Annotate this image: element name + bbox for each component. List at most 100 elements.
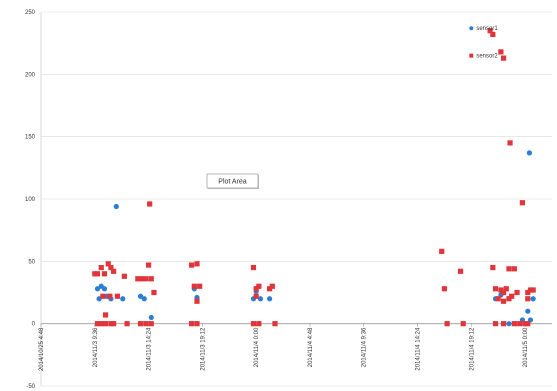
point-sensor2 [94,321,101,327]
point-sensor2 [197,283,203,289]
point-sensor2 [194,261,200,267]
point-sensor1 [113,203,119,210]
point-sensor2 [500,298,507,304]
x-tick-label: 2014/11/4 0:00 [254,327,260,367]
point-sensor2 [189,262,195,268]
x-tick-label: 2014/11/3 19:12 [200,327,206,371]
x-tick-label: 2014/11/4 19:12 [469,327,475,371]
point-sensor2 [517,321,523,327]
point-sensor2 [490,31,496,38]
point-sensor2 [102,321,109,327]
y-axis-tick-labels: -50 0 50 100 150 200 250 [25,10,36,390]
point-sensor2 [267,286,273,292]
point-sensor2 [519,200,526,206]
point-sensor2 [256,283,262,289]
point-sensor1 [94,286,101,292]
grid-lines [41,11,552,387]
point-sensor2 [514,289,520,296]
point-sensor2 [107,293,113,299]
point-sensor2 [506,296,512,302]
point-sensor2 [525,321,531,327]
point-sensor1 [148,314,154,321]
point-sensor2 [444,321,450,327]
point-sensor2 [108,264,114,271]
point-sensor2 [111,321,117,327]
point-sensor2 [92,271,98,277]
point-sensor2 [256,321,262,327]
point-sensor2 [147,201,153,207]
point-sensor2 [139,276,145,282]
point-sensor2 [511,266,517,272]
point-sensor2 [530,287,536,293]
point-sensor2 [460,321,466,327]
point-sensor2 [148,321,154,327]
point-sensor2 [439,248,445,254]
tooltip-box [206,173,259,189]
point-sensor1 [526,150,533,156]
point-sensor2 [135,276,141,282]
x-tick-label: 2014/11/4 9:36 [362,327,368,367]
y-tick-label: 0 [32,322,36,328]
point-sensor2 [194,321,200,327]
y-tick-label: 200 [25,72,36,78]
point-sensor2 [114,293,120,299]
point-sensor2 [148,276,154,282]
point-sensor2 [250,321,257,327]
point-sensor2 [495,296,501,302]
point-sensor2 [500,55,507,61]
point-sensor2 [503,286,509,292]
point-sensor2 [507,140,513,146]
point-sensor2 [101,271,108,277]
point-sensor2 [500,321,507,327]
y-tick-label: 100 [25,197,36,203]
point-sensor2 [269,283,275,289]
point-sensor2 [506,266,512,272]
point-sensor2 [108,321,114,327]
point-sensor2 [143,321,149,327]
point-sensor2 [253,293,259,299]
point-sensor2 [500,289,507,296]
point-sensor2 [151,289,157,296]
x-tick-label: 2014/11/3 9:36 [93,327,99,367]
point-sensor2 [98,264,104,271]
point-sensor1 [141,296,147,302]
plot-area-tooltip: Plot Area [206,173,259,189]
point-sensor2 [492,321,499,327]
legend: sensor1 sensor2 [469,26,498,60]
point-sensor2 [105,261,111,267]
x-tick-label: 2014/11/5 0:00 [523,327,529,367]
point-sensor1 [530,296,536,302]
point-sensor2 [191,283,197,289]
point-sensor2 [194,298,200,304]
point-sensor1 [506,321,512,327]
x-tick-label: 2014/11/4 4:48 [308,327,314,367]
point-sensor2 [102,312,109,318]
point-sensor1 [120,296,126,302]
point-sensor1 [101,286,108,292]
point-sensor2 [498,49,504,55]
y-tick-label: 150 [25,135,36,141]
point-sensor2 [121,273,127,279]
point-sensor2 [487,28,493,34]
point-sensor2 [511,321,517,327]
point-sensor2 [498,287,504,293]
point-sensor2 [457,268,464,274]
x-tick-label: 2014/10/25 4:48 [39,327,45,371]
point-sensor2 [525,289,531,296]
point-sensor2 [527,287,534,293]
point-sensor1 [137,293,144,299]
point-sensor2 [98,321,104,327]
point-sensor2 [250,264,257,271]
x-tick-label: 2014/11/4 14:24 [416,327,422,371]
point-sensor2 [525,296,531,302]
point-sensor2 [100,293,106,299]
x-tick-label: 2014/11/3 14:24 [147,327,153,371]
point-sensor2 [143,276,149,282]
x-axis-tick-labels: 2014/10/25 4:48 2014/11/3 9:36 2014/11/3 1… [39,327,529,371]
legend-marker-sensor1 [469,26,474,31]
point-sensor1 [267,296,273,302]
point-sensor1 [525,308,531,314]
point-sensor2 [272,321,278,327]
